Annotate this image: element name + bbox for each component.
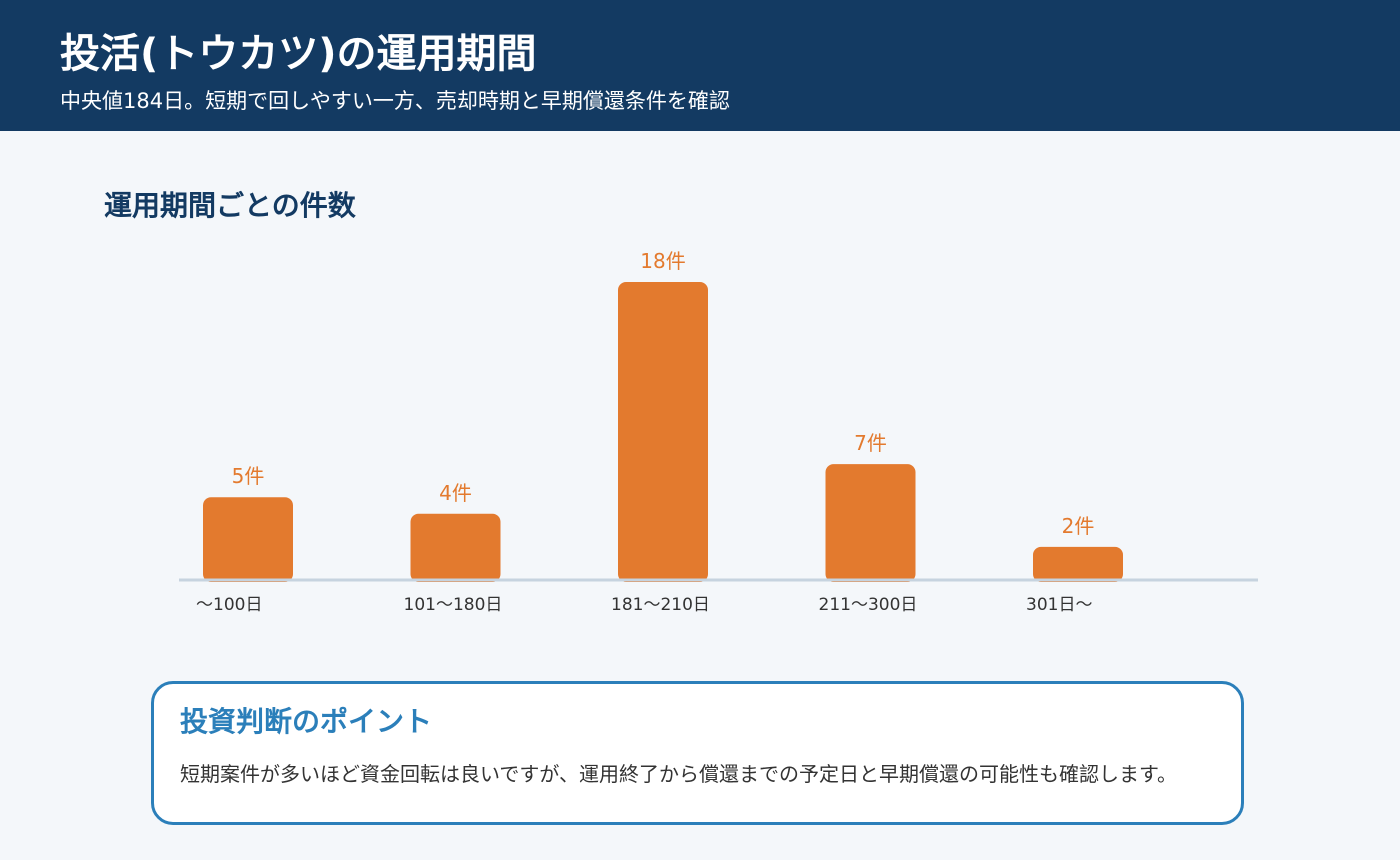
callout-title: 投資判断のポイント xyxy=(180,705,433,738)
category-label-4: 301日〜 xyxy=(1026,595,1092,615)
bar-value-label-0: 5件 xyxy=(232,464,265,488)
page-title: 投活(トウカツ)の運用期間 xyxy=(60,31,537,77)
bar-0 xyxy=(203,497,293,582)
bar-3 xyxy=(825,464,916,582)
header-banner: 投活(トウカツ)の運用期間 中央値184日。短期で回しやすい一方、売却時期と早期… xyxy=(0,0,1400,131)
bar-value-label-4: 2件 xyxy=(1062,514,1095,538)
chart-title: 運用期間ごとの件数 xyxy=(104,189,356,222)
bar-value-label-2: 18件 xyxy=(640,249,685,273)
callout-text: 短期案件が多いほど資金回転は良いですが、運用終了から償還までの予定日と早期償還の… xyxy=(180,762,1177,786)
bar-1 xyxy=(410,513,501,582)
category-label-0: 〜100日 xyxy=(196,595,262,615)
bar-chart: 5件〜100日 4件 101〜180日 18件 181〜210日 7件 211〜300日 2件… xyxy=(179,249,1258,615)
category-label-3: 211〜300日 xyxy=(819,595,918,615)
category-label-2: 181〜210日 xyxy=(611,595,710,615)
bar-value-label-3: 7件 xyxy=(854,431,887,455)
bar-4 xyxy=(1033,546,1123,582)
bar-value-label-1: 4件 xyxy=(439,481,472,505)
bar-2 xyxy=(618,282,708,582)
page-subtitle: 中央値184日。短期で回しやすい一方、売却時期と早期償還条件を確認 xyxy=(60,89,730,113)
category-label-1: 101〜180日 xyxy=(404,595,503,615)
insight-callout: 投資判断のポイント 短期案件が多いほど資金回転は良いですが、運用終了から償還まで… xyxy=(151,681,1244,825)
